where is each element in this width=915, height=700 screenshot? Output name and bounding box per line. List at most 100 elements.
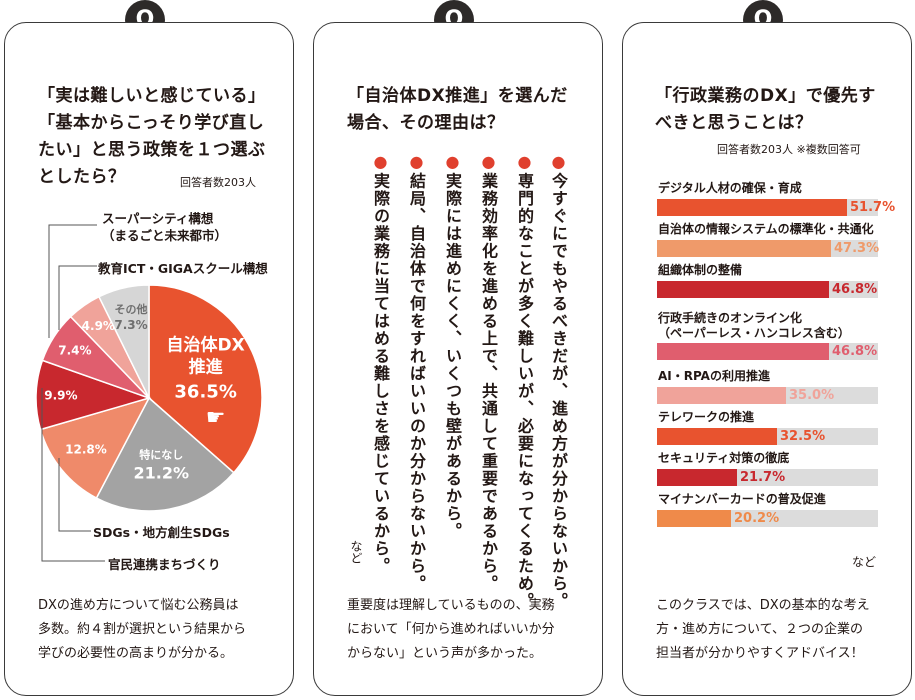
reason-item: ●結局、自治体で何をすればいいのか分からないから。 bbox=[407, 152, 426, 593]
bar bbox=[657, 469, 737, 486]
bar-category-label: 自治体の情報システムの標準化・共通化 bbox=[658, 222, 874, 237]
panel2-title-line: 「自治体DX推進」を選んだ bbox=[347, 86, 568, 106]
pie-label-supercity-line: （まるごと未来都市） bbox=[102, 228, 228, 243]
panel1-respondents-note: 回答者数203人 bbox=[180, 176, 256, 189]
bar bbox=[657, 199, 847, 216]
panel2-title-line: 場合、その理由は？ bbox=[347, 113, 505, 133]
pie-slice bbox=[95, 396, 235, 512]
panel3-footer-line: このクラスでは、DXの基本的な考え bbox=[656, 598, 870, 613]
pie-slice bbox=[97, 284, 150, 399]
panel1-title-line: 「実は難しいと感じている」 bbox=[38, 86, 266, 106]
pie-chart: 自治体DX推進 36.5% ☛ 特になし 21.2% 12.8% 9.9% 7.4% 4.9%そ… bbox=[35, 224, 263, 562]
bar-value-label: 51.7% bbox=[850, 200, 896, 215]
panel3-title-line: 「行政業務のDX」で優先す bbox=[655, 86, 876, 106]
bar-category-label: 組織体制の整備 bbox=[658, 263, 742, 278]
bar-category-label-line: デジタル人材の確保・育成 bbox=[658, 181, 802, 195]
bar-track: 46.8% bbox=[657, 343, 878, 360]
pie-value-label: 9.9% bbox=[44, 389, 77, 403]
panel1-footer-line: DXの進め方について悩む公務員は bbox=[38, 598, 239, 613]
bar-track: 47.3% bbox=[657, 240, 880, 257]
bar bbox=[657, 387, 786, 404]
bar-track: 51.7% bbox=[657, 199, 895, 216]
pie-slice-label: 推進 bbox=[189, 356, 223, 377]
panel1-title: 「実は難しいと感じている」 「基本からこっそり学び直し たい」と思う政策を１つ選… bbox=[38, 83, 266, 191]
panel2-footer: 重要度は理解しているものの、実務 において「何から進めればいいか分 からない」と… bbox=[347, 594, 555, 666]
bar bbox=[657, 240, 831, 257]
reason-item: ●今すぐにでもやるべきだが、進め方が分からないから。 bbox=[549, 152, 568, 611]
panel3-footer-line: 担当者が分かりやすくアドバイス！ bbox=[656, 646, 864, 661]
pie-value-label: 12.8% bbox=[65, 442, 107, 456]
bar-category-label-line: マイナンバーカードの普及促進 bbox=[658, 492, 826, 506]
bar-value-label: 20.2% bbox=[734, 511, 780, 526]
pointing-hand-icon: ☛ bbox=[206, 405, 226, 430]
survey-card-2 bbox=[313, 22, 603, 696]
bar bbox=[657, 510, 731, 527]
reason-item: ●実際には進めにくく、いくつも壁があるから。 bbox=[443, 152, 462, 541]
pie-value-label: 7.4% bbox=[58, 343, 91, 357]
bar bbox=[657, 428, 777, 445]
bar-category-label-line: 行政手続きのオンライン化 bbox=[658, 311, 803, 325]
reason-text: 実際の業務に当てはめる難しさを感じているから。 bbox=[371, 172, 390, 576]
bar-value-label: 47.3% bbox=[834, 241, 880, 256]
pie-value-label: 7.3% bbox=[114, 318, 147, 332]
reason-item: ●実際の業務に当てはめる難しさを感じているから。 bbox=[371, 152, 390, 576]
pie-value-label: 21.2% bbox=[134, 464, 190, 483]
bar-category-label: セキュリティ対策の徹底 bbox=[658, 451, 789, 466]
reason-item: ●専門的なことが多く難しいが、必要になってくるため。 bbox=[515, 152, 534, 611]
panel1-title-line: としたら？ bbox=[38, 167, 126, 187]
reason-text: 業務効率化を進める上で、共通して重要であるから。 bbox=[479, 172, 498, 593]
panel3-title: 「行政業務のDX」で優先す べきと思うことは？ bbox=[655, 83, 876, 137]
bar-track: 20.2% bbox=[657, 510, 878, 527]
pie-slice-label: その他 bbox=[115, 302, 148, 316]
panel3-footer: このクラスでは、DXの基本的な考え 方・進め方について、２つの企業の 担当者が分… bbox=[656, 594, 870, 666]
panel2-footer-line: 重要度は理解しているものの、実務 bbox=[347, 598, 555, 613]
panel3-etc: など bbox=[852, 555, 877, 569]
pie-value-label: 4.9% bbox=[82, 319, 115, 333]
bar-value-label: 46.8% bbox=[832, 282, 878, 297]
panel1-title-line: たい」と思う政策を１つ選ぶ bbox=[38, 140, 266, 160]
pie-slice bbox=[148, 284, 263, 474]
pie-label-ict: 教育ICT・GIGAスクール構想 bbox=[98, 261, 268, 276]
panel1-footer-line: 多数。約４割が選択という結果から bbox=[38, 622, 247, 637]
bar-value-label: 32.5% bbox=[780, 429, 826, 444]
panel1-title-line: 「基本からこっそり学び直し bbox=[38, 113, 265, 133]
reason-text: 実際には進めにくく、いくつも壁があるから。 bbox=[443, 172, 462, 541]
panel3-title-line: べきと思うことは？ bbox=[655, 113, 813, 133]
panel2-title: 「自治体DX推進」を選んだ 場合、その理由は？ bbox=[347, 83, 568, 137]
bar-track: 46.8% bbox=[657, 281, 878, 298]
panel2-footer-line: からない」という声が多かった。 bbox=[347, 646, 543, 661]
pie-leader-line bbox=[58, 458, 91, 532]
bar-track: 32.5% bbox=[657, 428, 878, 445]
bar-value-label: 46.8% bbox=[832, 344, 878, 359]
reason-text: 結局、自治体で何をすればいいのか分からないから。 bbox=[407, 172, 426, 593]
reason-item: ●業務効率化を進める上で、共通して重要であるから。 bbox=[479, 152, 498, 593]
bar-track: 21.7% bbox=[657, 469, 878, 486]
panel3-respondents-note: 回答者数203人 ※複数回答可 bbox=[717, 143, 861, 156]
pie-leader-line bbox=[58, 265, 97, 330]
bar-track: 35.0% bbox=[657, 387, 878, 404]
bar bbox=[657, 281, 829, 298]
bar-category-label-line: 組織体制の整備 bbox=[658, 263, 743, 277]
panel2-footer-line: において「何から進めればいいか分 bbox=[347, 622, 555, 637]
bar-category-label-line: 自治体の情報システムの標準化・共通化 bbox=[658, 222, 874, 236]
bar-category-label: マイナンバーカードの普及促進 bbox=[658, 492, 826, 507]
pie-leader-line bbox=[48, 224, 97, 338]
reason-text: 今すぐにでもやるべきだが、進め方が分からないから。 bbox=[549, 172, 568, 611]
pie-slice-label: 特になし bbox=[139, 448, 183, 462]
reason-text: 専門的なことが多く難しいが、必要になってくるため。 bbox=[515, 172, 534, 611]
pie-leader-line bbox=[41, 388, 105, 562]
bar-category-label: 行政手続きのオンライン化 （ペーパーレス・ハンコレス含む） bbox=[658, 311, 850, 341]
pie-label-supercity-line: スーパーシティ構想 bbox=[102, 211, 214, 226]
bar-category-label: デジタル人材の確保・育成 bbox=[658, 181, 802, 196]
pie-label-sdgs: SDGs・地方創生SDGs bbox=[93, 525, 230, 540]
bar-category-label: AI・RPAの利用推進 bbox=[658, 369, 770, 384]
bar-value-label: 21.7% bbox=[740, 470, 786, 485]
bar-category-label-line: テレワークの推進 bbox=[658, 410, 755, 424]
panel2-etc: など bbox=[349, 540, 363, 564]
bar-category-label-line: （ペーパーレス・ハンコレス含む） bbox=[658, 326, 850, 340]
bar-category-label-line: AI・RPAの利用推進 bbox=[658, 369, 770, 383]
panel1-footer-line: 学びの必要性の高まりが分かる。 bbox=[38, 646, 234, 661]
panel3-footer-line: 方・進め方について、２つの企業の bbox=[656, 622, 863, 637]
pie-value-label: 36.5% bbox=[174, 381, 236, 402]
bar bbox=[657, 343, 829, 360]
